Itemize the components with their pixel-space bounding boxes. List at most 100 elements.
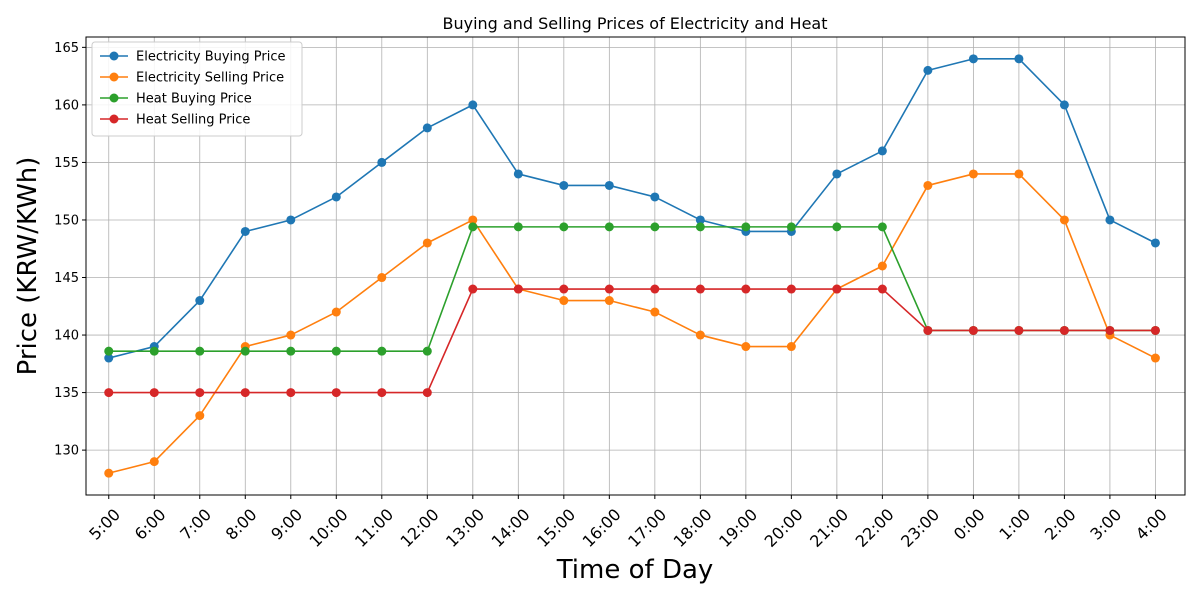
series-heat-selling-price <box>104 284 1160 398</box>
y-tick-label: 140 <box>54 329 79 344</box>
y-tick-label: 135 <box>54 386 79 401</box>
data-point <box>377 157 387 167</box>
legend-label: Heat Buying Price <box>136 92 252 107</box>
data-point <box>377 388 387 398</box>
data-point <box>240 226 250 236</box>
data-point <box>832 222 842 232</box>
data-point <box>559 296 569 306</box>
data-point <box>286 346 296 356</box>
y-tick-label: 145 <box>54 271 79 286</box>
data-point <box>422 123 432 133</box>
data-point <box>650 192 660 202</box>
data-point <box>149 457 159 467</box>
legend-marker <box>109 93 119 103</box>
data-point <box>240 346 250 356</box>
data-point <box>695 215 705 225</box>
data-point <box>832 284 842 294</box>
data-point <box>468 215 478 225</box>
data-point <box>104 468 114 478</box>
data-point <box>923 325 933 335</box>
data-point <box>877 284 887 294</box>
data-point <box>195 411 205 421</box>
data-point <box>1059 100 1069 110</box>
data-point <box>513 284 523 294</box>
legend-item: Electricity Selling Price <box>100 71 284 86</box>
data-point <box>923 65 933 75</box>
data-point <box>1059 215 1069 225</box>
data-point <box>1105 325 1115 335</box>
data-point <box>104 353 114 363</box>
data-point <box>1105 215 1115 225</box>
data-point <box>377 346 387 356</box>
y-tick-label: 160 <box>54 98 79 113</box>
data-point <box>331 192 341 202</box>
data-point <box>1014 54 1024 64</box>
data-point <box>786 284 796 294</box>
data-point <box>832 169 842 179</box>
data-point <box>786 222 796 232</box>
data-point <box>695 222 705 232</box>
data-point <box>422 388 432 398</box>
data-point <box>650 307 660 317</box>
data-point <box>741 222 751 232</box>
data-point <box>695 284 705 294</box>
data-point <box>968 325 978 335</box>
data-point <box>149 388 159 398</box>
data-point <box>604 180 614 190</box>
data-point <box>104 388 114 398</box>
data-point <box>331 307 341 317</box>
legend-marker <box>109 51 119 61</box>
legend-label: Electricity Selling Price <box>136 71 284 86</box>
data-point <box>422 238 432 248</box>
series-line <box>108 173 1156 474</box>
data-point <box>968 54 978 64</box>
legend-item: Heat Selling Price <box>100 113 250 128</box>
x-axis-label: Time of Day <box>556 555 714 585</box>
series-layer <box>104 54 1160 478</box>
data-point <box>286 215 296 225</box>
data-point <box>1150 325 1160 335</box>
data-point <box>741 284 751 294</box>
y-axis-label: Price (KRW/KWh) <box>13 157 43 376</box>
data-point <box>240 388 250 398</box>
data-point <box>468 100 478 110</box>
data-point <box>377 273 387 283</box>
data-point <box>741 342 751 352</box>
data-point <box>786 342 796 352</box>
data-point <box>559 180 569 190</box>
data-point <box>559 222 569 232</box>
legend-box <box>91 41 303 137</box>
data-point <box>422 346 432 356</box>
legend-marker <box>109 72 119 82</box>
data-point <box>1014 325 1024 335</box>
y-tick-label: 165 <box>54 41 79 56</box>
data-point <box>559 284 569 294</box>
data-point <box>695 330 705 340</box>
data-point <box>604 222 614 232</box>
data-point <box>149 346 159 356</box>
data-point <box>604 296 614 306</box>
data-point <box>1059 325 1069 335</box>
plot-frame <box>85 36 1186 496</box>
series-line <box>108 58 1156 359</box>
data-point <box>650 222 660 232</box>
data-point <box>195 346 205 356</box>
data-point <box>877 261 887 271</box>
chart-title: Buying and Selling Prices of Electricity… <box>443 14 828 33</box>
data-point <box>1014 169 1024 179</box>
legend-marker <box>109 114 119 124</box>
data-point <box>604 284 614 294</box>
data-point <box>331 346 341 356</box>
data-point <box>286 388 296 398</box>
data-point <box>1150 238 1160 248</box>
data-point <box>1150 353 1160 363</box>
data-point <box>195 296 205 306</box>
legend-label: Electricity Buying Price <box>136 50 286 65</box>
data-point <box>650 284 660 294</box>
y-tick-label: 150 <box>54 213 79 228</box>
legend-item: Heat Buying Price <box>100 92 252 107</box>
data-point <box>286 330 296 340</box>
data-point <box>468 222 478 232</box>
data-point <box>877 222 887 232</box>
